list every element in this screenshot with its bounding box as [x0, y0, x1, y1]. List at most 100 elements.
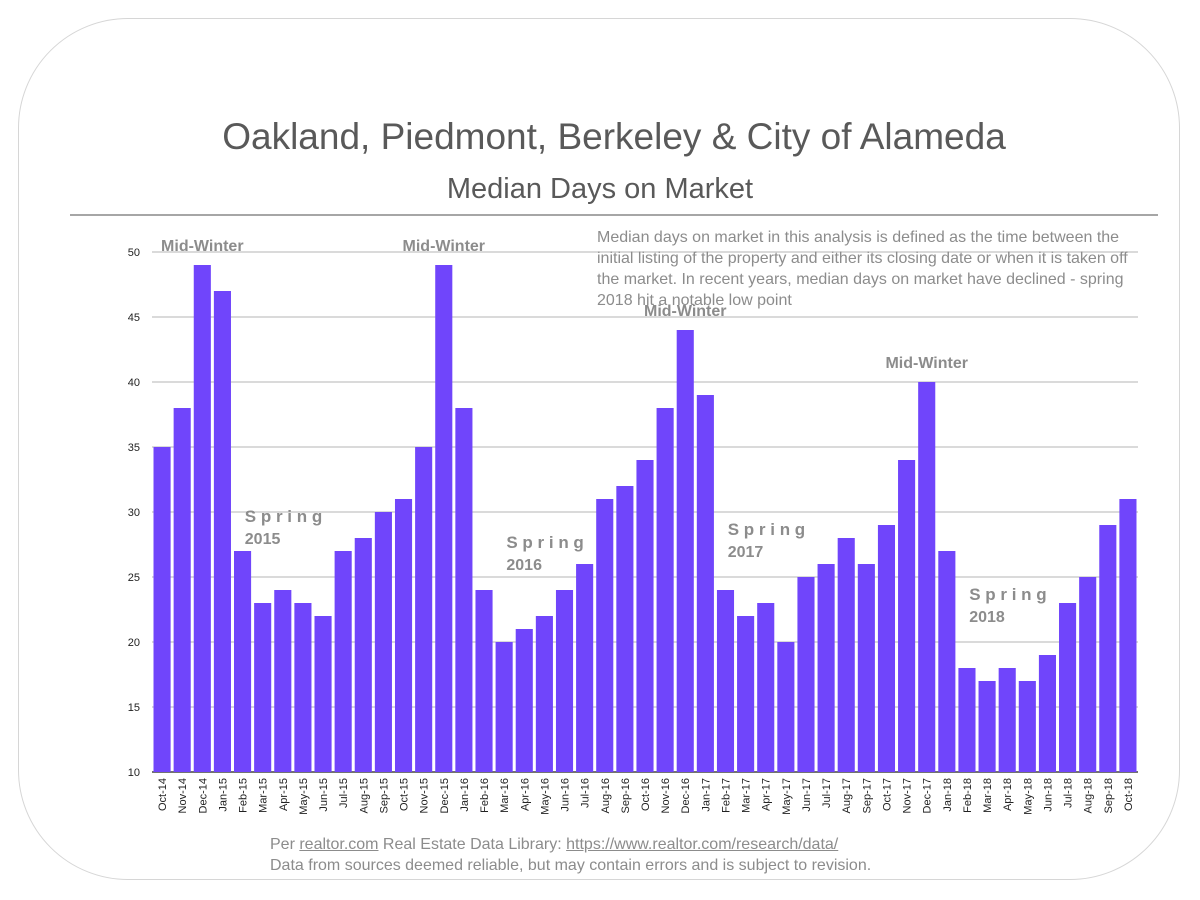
bar [394, 499, 413, 772]
bar [1018, 681, 1036, 772]
x-tick-label: Jun-17 [801, 778, 813, 812]
x-tick-label: Jun-15 [318, 778, 330, 812]
x-tick-label: Feb-15 [238, 778, 250, 813]
x-tick-label: Jul-15 [338, 778, 350, 808]
y-tick-label: 25 [128, 572, 140, 584]
x-tick-label: Aug-17 [841, 778, 853, 813]
chart-title: Oakland, Piedmont, Berkeley & City of Al… [222, 116, 1006, 157]
bar [495, 642, 513, 772]
bar [716, 590, 735, 772]
bar [515, 629, 533, 772]
x-tick-label: Jul-17 [821, 778, 833, 808]
x-tick-label: Feb-17 [720, 778, 732, 813]
bar [898, 460, 916, 772]
x-tick-label: Apr-15 [278, 778, 290, 811]
x-tick-label: Jan-16 [459, 778, 471, 812]
x-tick-label: Dec-17 [922, 778, 934, 813]
bar [1038, 655, 1057, 772]
x-tick-label: Sep-16 [620, 778, 632, 813]
bar [777, 642, 795, 772]
bar [213, 291, 231, 772]
spring-year-annotation: 2018 [969, 609, 1005, 626]
bar [737, 616, 755, 772]
footer-url-link[interactable]: https://www.realtor.com/research/data/ [566, 836, 839, 853]
x-tick-label: Sep-18 [1103, 778, 1115, 813]
x-tick-label: Jan-18 [942, 778, 954, 812]
x-tick-label: Oct-16 [640, 778, 652, 811]
x-tick-label: Sep-17 [861, 778, 873, 813]
x-tick-label: Feb-16 [479, 778, 491, 813]
x-tick-label: Oct-18 [1123, 778, 1135, 811]
bar [354, 538, 372, 772]
mid-winter-annotation: Mid-Winter [403, 238, 486, 255]
footer-middle: Real Estate Data Library: [378, 836, 567, 853]
bar [374, 512, 392, 772]
bar [576, 564, 594, 772]
bar [938, 551, 956, 772]
x-tick-label: Dec-16 [680, 778, 692, 813]
x-tick-label: Jun-16 [560, 778, 572, 812]
bar [797, 577, 815, 772]
x-tick-label: Jan-15 [217, 778, 229, 812]
y-tick-label: 50 [128, 247, 140, 259]
bar [193, 265, 211, 772]
bar [314, 616, 332, 772]
x-tick-label: Sep-15 [378, 778, 390, 813]
x-tick-label: May-16 [539, 778, 551, 815]
bar [817, 564, 835, 772]
bar [918, 382, 936, 772]
x-tick-label: Oct-15 [399, 778, 411, 811]
x-tick-label: May-18 [1022, 778, 1034, 815]
spring-annotation: S p r i n g [728, 520, 805, 539]
bar [998, 668, 1016, 772]
bar [1119, 499, 1137, 772]
mid-winter-annotation: Mid-Winter [161, 238, 244, 255]
bar [153, 447, 171, 772]
bar [475, 590, 493, 772]
x-tick-label: Mar-15 [258, 778, 270, 813]
x-tick-label: Dec-15 [439, 778, 451, 813]
x-tick-label: Mar-16 [499, 778, 511, 813]
mid-winter-annotation: Mid-Winter [885, 355, 968, 372]
x-tick-label: Jan-17 [700, 778, 712, 812]
chart-note: Median days on market in this analysis i… [597, 229, 1128, 309]
spring-year-annotation: 2016 [506, 557, 542, 574]
x-tick-label: Mar-18 [982, 778, 994, 813]
bar [696, 395, 714, 772]
x-tick-label: Apr-17 [761, 778, 773, 811]
mid-winter-annotation: Mid-Winter [644, 303, 727, 320]
bar [656, 408, 674, 772]
x-tick-label: Aug-18 [1083, 778, 1095, 813]
bar [978, 681, 996, 772]
x-tick-label: Nov-14 [177, 778, 189, 813]
bar [837, 538, 855, 772]
spring-annotation: S p r i n g [969, 585, 1046, 604]
y-tick-label: 15 [128, 702, 140, 714]
spring-annotation: S p r i n g [506, 533, 583, 552]
bar [757, 603, 775, 772]
footer-source-link[interactable]: realtor.com [299, 836, 379, 853]
footer-disclaimer: Data from sources deemed reliable, but m… [270, 857, 872, 874]
bar [1099, 525, 1117, 772]
bar [616, 486, 634, 772]
x-tick-label: Oct-14 [157, 778, 169, 811]
x-tick-label: May-15 [298, 778, 310, 815]
bar [233, 551, 252, 772]
x-tick-label: Jun-18 [1042, 778, 1054, 812]
bar [254, 603, 272, 772]
bar [415, 447, 433, 772]
x-tick-label: Mar-17 [741, 778, 753, 813]
x-tick-label: Jul-16 [580, 778, 592, 808]
x-tick-label: Feb-18 [962, 778, 974, 813]
x-tick-label: May-17 [781, 778, 793, 815]
title-divider [70, 214, 1158, 216]
bar [334, 551, 352, 772]
bar [1059, 603, 1077, 772]
bar [857, 564, 875, 772]
y-tick-label: 10 [128, 767, 140, 779]
spring-annotation: S p r i n g [245, 507, 322, 526]
x-tick-label: Aug-16 [600, 778, 612, 813]
spring-year-annotation: 2015 [245, 531, 281, 548]
spring-year-annotation: 2017 [728, 544, 764, 561]
